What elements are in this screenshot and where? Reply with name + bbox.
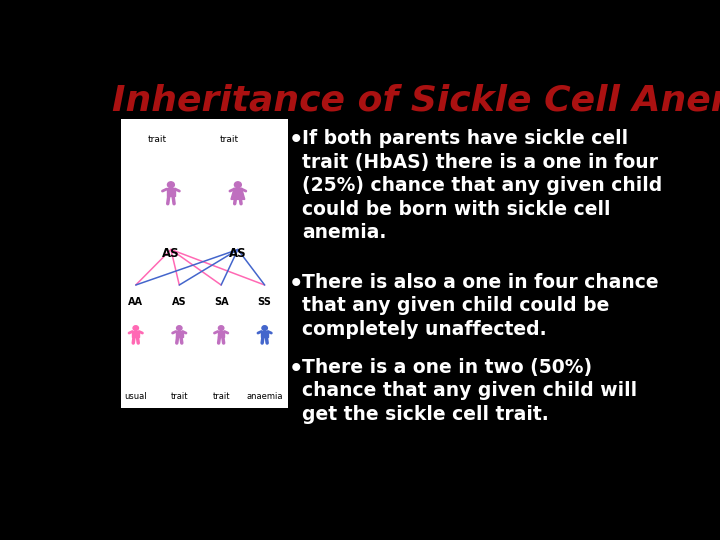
- Ellipse shape: [168, 182, 174, 188]
- Ellipse shape: [235, 182, 241, 188]
- Text: AS: AS: [162, 247, 180, 260]
- Text: AA: AA: [128, 296, 143, 307]
- Text: trait: trait: [171, 392, 188, 401]
- Text: trait: trait: [220, 135, 239, 144]
- Ellipse shape: [133, 326, 138, 330]
- Polygon shape: [176, 331, 183, 337]
- Polygon shape: [261, 331, 268, 337]
- Text: SS: SS: [258, 296, 271, 307]
- Text: •: •: [289, 129, 304, 152]
- Polygon shape: [132, 331, 139, 337]
- Text: trait: trait: [148, 135, 167, 144]
- Ellipse shape: [218, 326, 224, 330]
- Text: AS: AS: [172, 296, 186, 307]
- Text: anaemia: anaemia: [246, 392, 283, 401]
- Text: trait: trait: [212, 392, 230, 401]
- Text: SA: SA: [214, 296, 228, 307]
- Polygon shape: [231, 188, 245, 199]
- Polygon shape: [217, 331, 225, 337]
- FancyBboxPatch shape: [121, 119, 288, 408]
- Text: If both parents have sickle cell
trait (HbAS) there is a one in four
(25%) chanc: If both parents have sickle cell trait (…: [302, 129, 662, 242]
- Text: AS: AS: [229, 247, 247, 260]
- Text: Inheritance of Sickle Cell Anemia: Inheritance of Sickle Cell Anemia: [112, 84, 720, 118]
- Ellipse shape: [262, 326, 267, 330]
- Text: •: •: [289, 358, 304, 381]
- Text: usual: usual: [125, 392, 147, 401]
- Text: There is also a one in four chance
that any given child could be
completely unaf: There is also a one in four chance that …: [302, 273, 659, 339]
- Polygon shape: [166, 188, 175, 196]
- Text: •: •: [289, 273, 304, 296]
- Ellipse shape: [176, 326, 182, 330]
- Text: There is a one in two (50%)
chance that any given child will
get the sickle cell: There is a one in two (50%) chance that …: [302, 358, 637, 424]
